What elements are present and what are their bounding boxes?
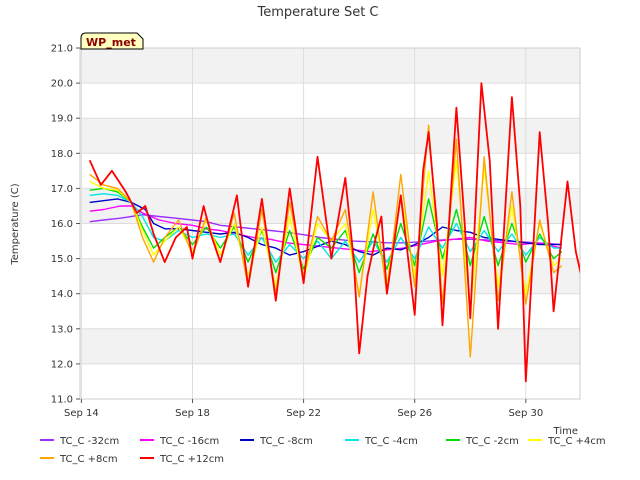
legend-item: TC_C +8cm xyxy=(40,454,118,465)
y-tick-label: 12.0 xyxy=(51,359,73,370)
plot-band xyxy=(80,328,580,364)
y-tick-label: 11.0 xyxy=(51,395,73,406)
legend-label: TC_C -32cm xyxy=(59,436,119,447)
legend-item: TC_C -4cm xyxy=(345,436,418,447)
x-tick-label: Sep 30 xyxy=(508,408,543,419)
x-tick-label: Sep 26 xyxy=(397,408,432,419)
plot-band xyxy=(80,188,580,224)
y-tick-label: 18.0 xyxy=(51,149,73,160)
legend-item: TC_C -16cm xyxy=(140,436,219,447)
y-tick-label: 16.0 xyxy=(51,219,73,230)
y-axis-label: Temperature (C) xyxy=(10,183,21,265)
legend-label: TC_C -16cm xyxy=(159,436,219,447)
legend-item: TC_C -32cm xyxy=(40,436,119,447)
plot-band xyxy=(80,118,580,154)
legend-label: TC_C +12cm xyxy=(159,454,224,465)
plot-band xyxy=(80,48,580,84)
legend-item: TC_C -8cm xyxy=(240,436,313,447)
x-tick-label: Sep 18 xyxy=(175,408,210,419)
y-tick-label: 17.0 xyxy=(51,184,73,195)
y-tick-label: 13.0 xyxy=(51,324,73,335)
y-tick-label: 19.0 xyxy=(51,114,73,125)
y-axis-ticks: 11.0 12.0 13.0 14.0 15.0 16.0 17.0 18.0 19.0 20.0… xyxy=(51,44,80,406)
chart-title: Temperature Set C xyxy=(256,5,378,20)
series-line-tc-c-2cm xyxy=(89,187,563,274)
legend-label: TC_C -2cm xyxy=(465,436,519,447)
wp-met-tag-shape xyxy=(80,32,144,50)
x-tick-label: Sep 22 xyxy=(286,408,321,419)
series-line-tc-c-32cm xyxy=(89,214,562,246)
legend-label: TC_C -8cm xyxy=(259,436,313,447)
x-axis-ticks: Sep 14 Sep 18 Sep 22 Sep 26 Sep 30 xyxy=(64,399,543,419)
legend-label: TC_C +4cm xyxy=(547,436,606,447)
legend-item: TC_C +12cm xyxy=(140,454,224,465)
wp-met-tag: WP_met xyxy=(80,32,144,50)
x-axis-label: Time xyxy=(553,426,578,437)
legend-item: TC_C -2cm xyxy=(446,436,519,447)
y-tick-label: 14.0 xyxy=(51,289,73,300)
legend-item: TC_C +4cm xyxy=(528,436,606,447)
wp-met-tag-label: WP_met xyxy=(86,36,136,49)
y-tick-label: 21.0 xyxy=(51,44,73,55)
series-line-tc-c-16cm xyxy=(89,205,563,253)
series-lines xyxy=(88,82,580,383)
legend: TC_C -32cm TC_C -16cm TC_C -8cm TC_C -4cm TC… xyxy=(40,436,606,465)
series-line-tc-c-8cm xyxy=(89,124,563,358)
y-tick-label: 15.0 xyxy=(51,254,73,265)
plot-band xyxy=(80,258,580,294)
y-tick-label: 20.0 xyxy=(51,79,73,90)
legend-label: TC_C +8cm xyxy=(59,454,118,465)
series-line-tc-c-12cm xyxy=(88,82,580,383)
x-tick-label: Sep 14 xyxy=(64,408,99,419)
legend-label: TC_C -4cm xyxy=(364,436,418,447)
series-line-tc-c-8cm xyxy=(89,198,562,256)
